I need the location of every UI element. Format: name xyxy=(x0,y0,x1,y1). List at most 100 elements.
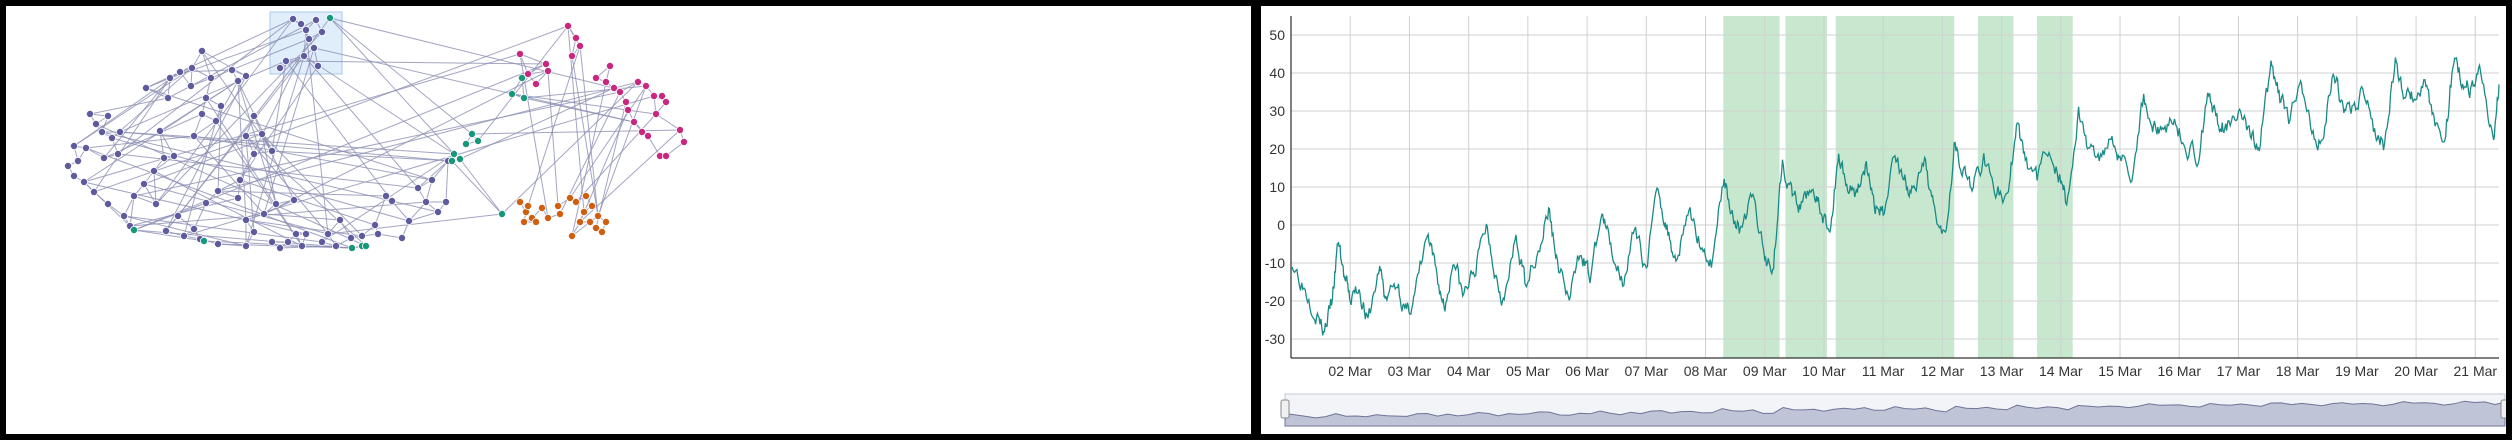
navigator-handle-left[interactable] xyxy=(1280,399,1290,419)
graph-node-magenta[interactable] xyxy=(662,98,671,107)
time-series-chart[interactable]: -30 -20 -10 0 10 20 30 40 50 02 Mar 03 Mar 04 Mar 05… xyxy=(1261,6,2506,434)
graph-node-magenta[interactable] xyxy=(576,42,585,51)
graph-node-orange[interactable] xyxy=(566,193,575,202)
graph-node-purple[interactable] xyxy=(90,187,99,196)
graph-node-purple[interactable] xyxy=(288,14,297,23)
graph-node-purple[interactable] xyxy=(397,233,406,242)
graph-node-purple[interactable] xyxy=(82,143,91,152)
graph-node-purple[interactable] xyxy=(186,82,195,91)
graph-node-magenta[interactable] xyxy=(544,67,553,76)
graph-node-green[interactable] xyxy=(325,13,334,22)
graph-node-green[interactable] xyxy=(467,130,476,139)
graph-node-purple[interactable] xyxy=(433,207,442,216)
graph-node-orange[interactable] xyxy=(532,217,541,226)
graph-node-purple[interactable] xyxy=(175,68,184,77)
graph-node-purple[interactable] xyxy=(241,72,250,81)
graph-node-purple[interactable] xyxy=(120,211,129,220)
graph-node-green[interactable] xyxy=(455,154,464,163)
graph-node-purple[interactable] xyxy=(267,237,276,246)
graph-node-purple[interactable] xyxy=(213,186,222,195)
series-line[interactable] xyxy=(1290,56,2500,336)
graph-node-purple[interactable] xyxy=(155,127,164,136)
graph-node-purple[interactable] xyxy=(373,229,382,238)
graph-node-purple[interactable] xyxy=(187,64,196,73)
graph-node-magenta[interactable] xyxy=(568,52,577,61)
graph-node-magenta[interactable] xyxy=(658,92,667,101)
graph-node-purple[interactable] xyxy=(141,84,150,93)
graph-node-purple[interactable] xyxy=(299,52,308,61)
graph-node-green[interactable] xyxy=(199,236,208,245)
graph-node-magenta[interactable] xyxy=(592,74,601,83)
graph-node-purple[interactable] xyxy=(241,241,250,250)
graph-node-purple[interactable] xyxy=(151,199,160,208)
graph-node-purple[interactable] xyxy=(189,132,198,141)
graph-node-purple[interactable] xyxy=(130,191,139,200)
graph-node-purple[interactable] xyxy=(173,211,182,220)
graph-node-purple[interactable] xyxy=(259,209,268,218)
graph-node-magenta[interactable] xyxy=(644,132,653,141)
graph-node-green[interactable] xyxy=(447,156,456,165)
graph-node-purple[interactable] xyxy=(211,117,220,126)
graph-node-purple[interactable] xyxy=(201,94,210,103)
graph-node-orange[interactable] xyxy=(572,197,581,206)
graph-node-purple[interactable] xyxy=(70,171,79,180)
graph-node-orange[interactable] xyxy=(515,197,524,206)
graph-node-purple[interactable] xyxy=(92,120,101,129)
graph-node-purple[interactable] xyxy=(257,130,266,139)
graph-node-purple[interactable] xyxy=(441,197,450,206)
graph-node-purple[interactable] xyxy=(74,156,83,165)
graph-node-magenta[interactable] xyxy=(676,126,685,135)
graph-node-purple[interactable] xyxy=(233,77,242,86)
graph-node-purple[interactable] xyxy=(381,191,390,200)
graph-node-purple[interactable] xyxy=(281,57,290,66)
graph-node-purple[interactable] xyxy=(297,241,306,250)
graph-node-purple[interactable] xyxy=(116,128,125,137)
graph-node-orange[interactable] xyxy=(554,201,563,210)
graph-node-green[interactable] xyxy=(347,243,356,252)
graph-node-purple[interactable] xyxy=(311,15,320,24)
graph-node-purple[interactable] xyxy=(227,66,236,75)
graph-node-orange[interactable] xyxy=(588,201,597,210)
graph-node-magenta[interactable] xyxy=(630,118,639,127)
graph-node-purple[interactable] xyxy=(64,161,73,170)
graph-node-purple[interactable] xyxy=(213,239,222,248)
graph-node-orange[interactable] xyxy=(594,211,603,220)
graph-node-purple[interactable] xyxy=(104,199,113,208)
graph-node-magenta[interactable] xyxy=(642,82,651,91)
graph-node-green[interactable] xyxy=(518,74,527,83)
graph-node-green[interactable] xyxy=(520,94,529,103)
graph-node-purple[interactable] xyxy=(370,220,379,229)
graph-node-purple[interactable] xyxy=(241,132,250,141)
graph-node-purple[interactable] xyxy=(201,198,210,207)
graph-node-purple[interactable] xyxy=(197,110,206,119)
graph-node-purple[interactable] xyxy=(289,195,298,204)
graph-node-purple[interactable] xyxy=(80,177,89,186)
graph-node-purple[interactable] xyxy=(301,25,310,34)
navigator-handle-right[interactable] xyxy=(2500,399,2506,419)
graph-node-purple[interactable] xyxy=(206,74,215,83)
graph-node-purple[interactable] xyxy=(271,199,280,208)
graph-node-purple[interactable] xyxy=(249,112,258,121)
graph-node-orange[interactable] xyxy=(568,231,577,240)
graph-node-purple[interactable] xyxy=(149,166,158,175)
graph-node-magenta[interactable] xyxy=(602,78,611,87)
graph-node-purple[interactable] xyxy=(70,141,79,150)
graph-node-magenta[interactable] xyxy=(650,92,659,101)
graph-node-purple[interactable] xyxy=(104,112,113,121)
graph-node-purple[interactable] xyxy=(267,146,276,155)
graph-node-magenta[interactable] xyxy=(532,80,541,89)
graph-node-purple[interactable] xyxy=(283,237,292,246)
graph-node-purple[interactable] xyxy=(179,231,188,240)
graph-node-purple[interactable] xyxy=(216,102,225,111)
graph-node-orange[interactable] xyxy=(576,217,585,226)
graph-node-magenta[interactable] xyxy=(680,137,689,146)
graph-node-purple[interactable] xyxy=(317,27,326,36)
graph-node-green[interactable] xyxy=(507,90,516,99)
graph-node-purple[interactable] xyxy=(98,128,107,137)
graph-node-purple[interactable] xyxy=(235,175,244,184)
graph-node-orange[interactable] xyxy=(598,227,607,236)
graph-node-green[interactable] xyxy=(473,136,482,145)
graph-node-purple[interactable] xyxy=(421,197,430,206)
graph-node-purple[interactable] xyxy=(323,229,332,238)
graph-node-green[interactable] xyxy=(461,139,470,148)
